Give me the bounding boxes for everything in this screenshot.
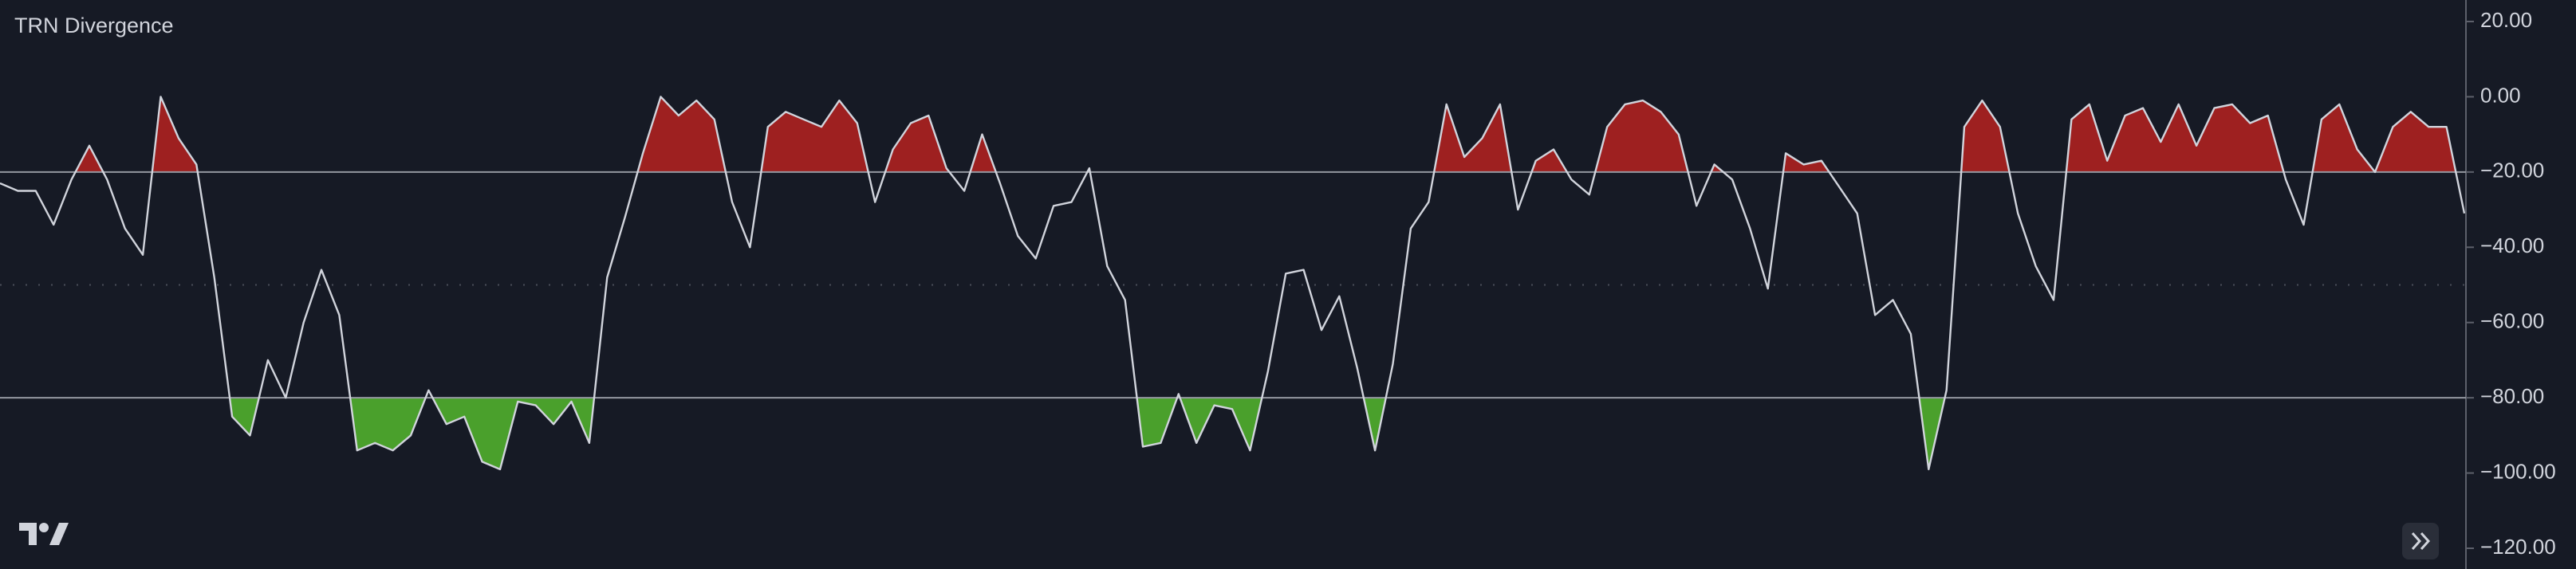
y-tick-label: −100.00	[2480, 459, 2556, 483]
scroll-button[interactable]	[2402, 523, 2439, 559]
plot-area: 20.00 0.00 −20.00 −40.00 −60.00 −80.00 −100.00…	[0, 8, 2556, 559]
upper-fill	[0, 96, 2464, 172]
indicator-title: TRN Divergence	[14, 14, 174, 37]
divergence-line	[0, 96, 2466, 471]
y-tick-label: 0.00	[2480, 83, 2521, 107]
y-tick-label: 20.00	[2480, 8, 2532, 32]
y-tick-label: −40.00	[2480, 233, 2544, 257]
y-tick-label: −80.00	[2480, 384, 2544, 408]
y-tick-label: −120.00	[2480, 535, 2556, 559]
y-tick-label: −60.00	[2480, 309, 2544, 333]
y-tick-label: −20.00	[2480, 159, 2544, 182]
tradingview-logo	[19, 523, 69, 545]
lower-fill	[0, 398, 2464, 469]
